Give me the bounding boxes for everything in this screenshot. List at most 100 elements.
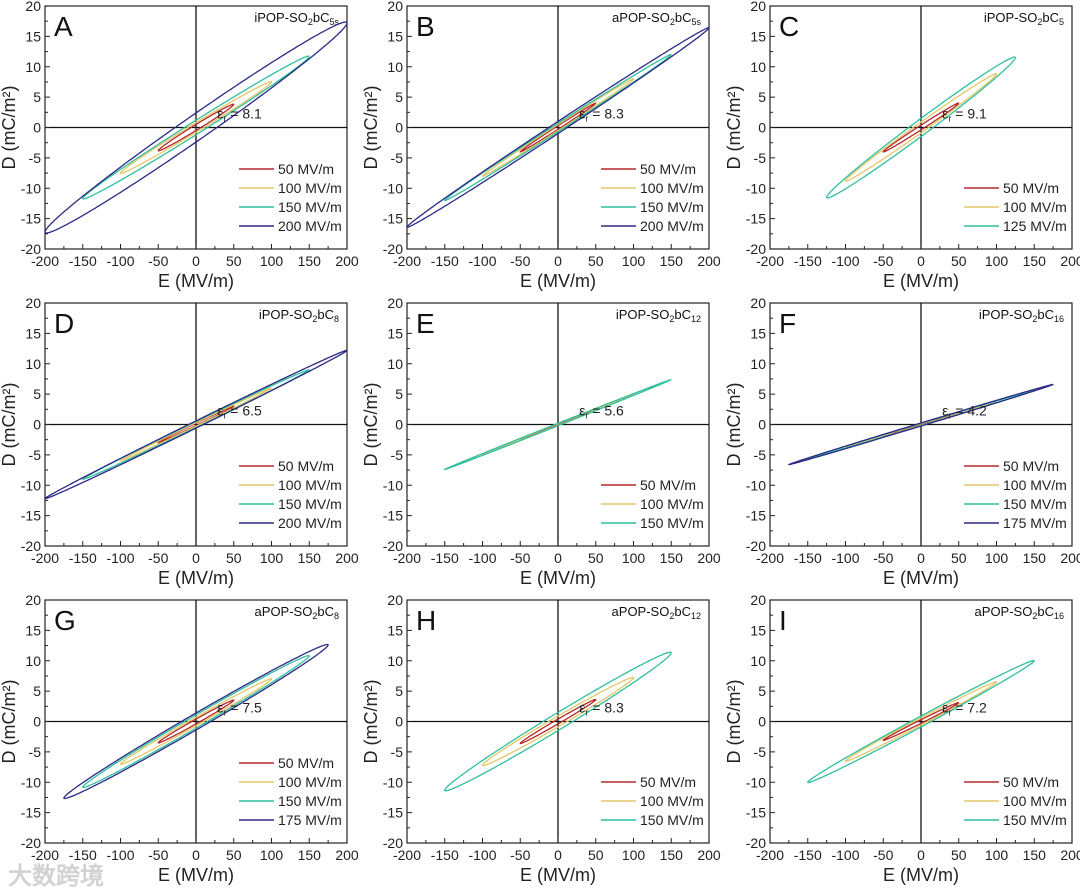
eps-subscript: r <box>585 707 588 717</box>
panel-title: iPOP-SO2bC5s <box>254 10 339 27</box>
loop-100-mv-m <box>119 678 273 765</box>
y-tick-label: -5 <box>391 447 404 463</box>
y-tick-label: 20 <box>25 0 41 14</box>
x-tick-label: -100 <box>468 550 496 566</box>
legend-label: 50 MV/m <box>640 477 696 493</box>
legend-label: 200 MV/m <box>278 515 342 531</box>
loop-150-mv-m <box>807 659 1035 784</box>
panel-f: -200 -150 -100 -50 0 50 100 150 200-20-15-10-505… <box>724 295 1080 588</box>
loop-100-mv-m <box>481 676 635 767</box>
y-tick-label: -15 <box>21 805 41 821</box>
x-tick-label: -200 <box>31 550 59 566</box>
panel-title: iPOP-SO2bC12 <box>616 307 701 324</box>
y-tick-label: -20 <box>21 241 41 257</box>
x-tick-label: 50 <box>951 847 967 863</box>
x-tick-label: 0 <box>554 550 562 566</box>
loop-50-mv-m <box>519 698 597 745</box>
panel-title: aPOP-SO2bC16 <box>975 604 1064 621</box>
x-tick-label: 150 <box>298 253 322 269</box>
legend-label: 150 MV/m <box>640 199 704 215</box>
legend-label: 100 MV/m <box>640 793 704 809</box>
y-tick-label: 0 <box>758 417 766 433</box>
y-tick-label: 10 <box>25 653 41 669</box>
panel-letter: E <box>416 308 435 339</box>
loop-50-mv-m <box>157 699 235 744</box>
eps-subscript: r <box>223 707 226 717</box>
legend-label: 100 MV/m <box>1003 793 1067 809</box>
x-tick-label: -50 <box>148 847 168 863</box>
loop-100-mv-m <box>119 387 273 462</box>
x-tick-label: -150 <box>69 847 97 863</box>
y-tick-label: 15 <box>750 622 766 638</box>
x-tick-label: -150 <box>69 550 97 566</box>
y-tick-label: 0 <box>395 120 403 136</box>
legend-label: 100 MV/m <box>278 180 342 196</box>
legend-label: 50 MV/m <box>278 458 334 474</box>
y-tick-label: -15 <box>383 805 403 821</box>
title-segment: 2 <box>312 314 317 324</box>
panel-i: -200 -150 -100 -50 0 50 100 150 200-20-15-10-505… <box>724 592 1080 885</box>
x-tick-label: 50 <box>951 253 967 269</box>
x-tick-label: -100 <box>106 253 134 269</box>
title-segment: aPOP-SO <box>975 604 1033 619</box>
title-segment: iPOP-SO <box>259 307 312 322</box>
y-tick-label: -10 <box>383 774 403 790</box>
title-segment: 8 <box>334 611 339 621</box>
x-tick-label: 100 <box>260 550 284 566</box>
panel-title: aPOP-SO2bC8 <box>255 604 339 621</box>
y-tick-label: -15 <box>746 508 766 524</box>
x-tick-label: 0 <box>554 253 562 269</box>
eps-symbol: ε <box>217 105 223 121</box>
y-tick-label: 5 <box>758 89 766 105</box>
title-segment: bC <box>675 10 692 25</box>
x-tick-label: 100 <box>985 847 1009 863</box>
loop-50-mv-m <box>882 701 960 742</box>
x-tick-label: -100 <box>106 550 134 566</box>
x-tick-label: -100 <box>468 253 496 269</box>
title-segment: bC <box>1037 307 1054 322</box>
loop-125-mv-m <box>825 56 1017 199</box>
panel-title: iPOP-SO2bC16 <box>979 307 1064 324</box>
title-segment: 12 <box>691 611 701 621</box>
y-tick-label: 15 <box>387 622 403 638</box>
y-tick-label: -15 <box>746 211 766 227</box>
x-tick-label: 200 <box>335 253 359 269</box>
panel-letter: I <box>779 605 787 636</box>
loop-100-mv-m <box>844 73 998 182</box>
panel-h: -200 -150 -100 -50 0 50 100 150 200-20-15-10-505… <box>361 592 721 885</box>
permittivity-label: εr = 8.1 <box>217 105 262 123</box>
eps-symbol: ε <box>217 699 223 715</box>
x-tick-label: 0 <box>917 847 925 863</box>
x-tick-label: -50 <box>873 550 893 566</box>
panel-letter: C <box>779 11 799 42</box>
x-tick-label: 50 <box>588 550 604 566</box>
y-tick-label: 20 <box>387 592 403 608</box>
x-tick-label: -150 <box>794 253 822 269</box>
y-tick-label: -5 <box>29 447 42 463</box>
y-axis-title: D (mC/m²) <box>0 383 19 467</box>
loop-100-mv-m <box>844 681 998 762</box>
x-tick-label: -50 <box>510 253 530 269</box>
x-tick-label: 50 <box>588 253 604 269</box>
y-tick-label: 20 <box>750 0 766 14</box>
legend-label: 150 MV/m <box>1003 812 1067 828</box>
x-tick-label: -150 <box>69 253 97 269</box>
x-tick-label: -200 <box>393 253 421 269</box>
x-tick-label: 200 <box>1060 550 1080 566</box>
eps-subscript: r <box>948 410 951 420</box>
y-tick-label: -20 <box>383 241 403 257</box>
title-segment: 2 <box>669 611 674 621</box>
watermark: 大数跨境 <box>8 863 104 890</box>
panel-title: iPOP-SO2bC5 <box>984 10 1064 27</box>
y-tick-label: -15 <box>21 211 41 227</box>
y-tick-label: -10 <box>21 477 41 493</box>
legend-label: 50 MV/m <box>278 755 334 771</box>
loop-50-mv-m <box>519 102 597 153</box>
legend-label: 125 MV/m <box>1003 218 1067 234</box>
eps-symbol: ε <box>217 402 223 418</box>
eps-value: = 7.2 <box>951 699 987 715</box>
y-tick-label: -10 <box>383 180 403 196</box>
x-tick-label: 100 <box>622 550 646 566</box>
permittivity-label: εr = 8.3 <box>579 105 624 123</box>
x-tick-label: 150 <box>660 253 684 269</box>
